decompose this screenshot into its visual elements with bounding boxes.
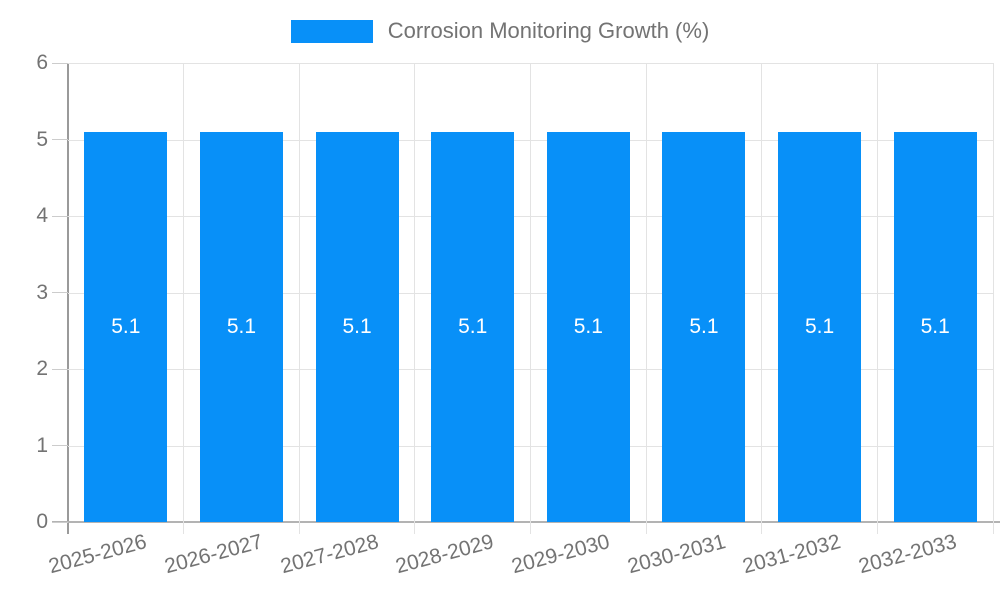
x-axis-tick-label: 2026-2027 bbox=[162, 530, 266, 579]
bar-value-label: 5.1 bbox=[804, 314, 835, 338]
y-axis-tick-label: 3 bbox=[36, 280, 48, 304]
y-tick-mark bbox=[52, 292, 68, 293]
x-axis-tick-label: 2027-2028 bbox=[277, 530, 381, 579]
y-axis-tick-label: 2 bbox=[36, 357, 48, 380]
gridline-vertical bbox=[992, 63, 994, 534]
y-tick-mark bbox=[52, 445, 68, 446]
gridline-vertical bbox=[183, 63, 185, 534]
y-axis-tick-label: 6 bbox=[36, 51, 48, 74]
gridline-vertical bbox=[761, 63, 763, 534]
x-axis-tick-label: 2031-2032 bbox=[740, 530, 844, 579]
bar-value-label: 5.1 bbox=[111, 314, 141, 338]
x-axis-line bbox=[52, 521, 1000, 523]
plot-area: 5.1 5.1 5.1 5.1 5.1 5.1 5.1 5.1 bbox=[68, 63, 994, 534]
bar-value-label: 5.1 bbox=[342, 314, 372, 338]
bar[interactable]: 5.1 bbox=[662, 131, 746, 522]
bar[interactable]: 5.1 bbox=[199, 131, 283, 522]
bar[interactable]: 5.1 bbox=[893, 131, 977, 522]
y-axis-tick-label: 0 bbox=[36, 510, 48, 533]
x-axis-tick-label: 2030-2031 bbox=[624, 530, 728, 579]
y-tick-mark bbox=[52, 215, 68, 217]
y-axis-tick-label: 5 bbox=[36, 127, 48, 151]
bar[interactable]: 5.1 bbox=[546, 131, 630, 522]
y-tick-mark bbox=[52, 368, 68, 370]
y-tick-mark bbox=[52, 62, 68, 64]
bar[interactable]: 5.1 bbox=[778, 131, 862, 522]
y-axis-tick-label: 1 bbox=[36, 433, 48, 457]
bar[interactable]: 5.1 bbox=[315, 131, 399, 522]
gridline-vertical bbox=[876, 63, 878, 534]
legend-swatch bbox=[290, 19, 373, 43]
gridline-vertical bbox=[645, 63, 647, 534]
x-axis-tick-label: 2029-2030 bbox=[509, 530, 613, 579]
bar-value-label: 5.1 bbox=[458, 314, 488, 338]
x-axis-tick-label: 2028-2029 bbox=[393, 530, 497, 579]
bar-value-label: 5.1 bbox=[573, 314, 603, 338]
gridline-vertical bbox=[530, 63, 531, 534]
gridline-vertical bbox=[298, 63, 300, 534]
bar-value-label: 5.1 bbox=[689, 314, 719, 338]
y-axis-tick-label: 4 bbox=[36, 204, 48, 227]
x-axis-tick-label: 2025-2026 bbox=[46, 530, 150, 579]
y-tick-mark bbox=[52, 139, 68, 140]
y-axis-line bbox=[67, 63, 69, 534]
bar[interactable]: 5.1 bbox=[84, 131, 168, 522]
x-axis-tick-label: 2032-2033 bbox=[855, 530, 959, 579]
bar-value-label: 5.1 bbox=[226, 314, 257, 338]
gridline-vertical bbox=[414, 63, 416, 534]
y-tick-mark bbox=[52, 521, 68, 523]
legend-label: Corrosion Monitoring Growth (%) bbox=[387, 18, 710, 43]
bar-value-label: 5.1 bbox=[920, 314, 950, 338]
legend[interactable]: Corrosion Monitoring Growth (%) bbox=[0, 19, 1000, 43]
bar[interactable]: 5.1 bbox=[431, 131, 515, 522]
